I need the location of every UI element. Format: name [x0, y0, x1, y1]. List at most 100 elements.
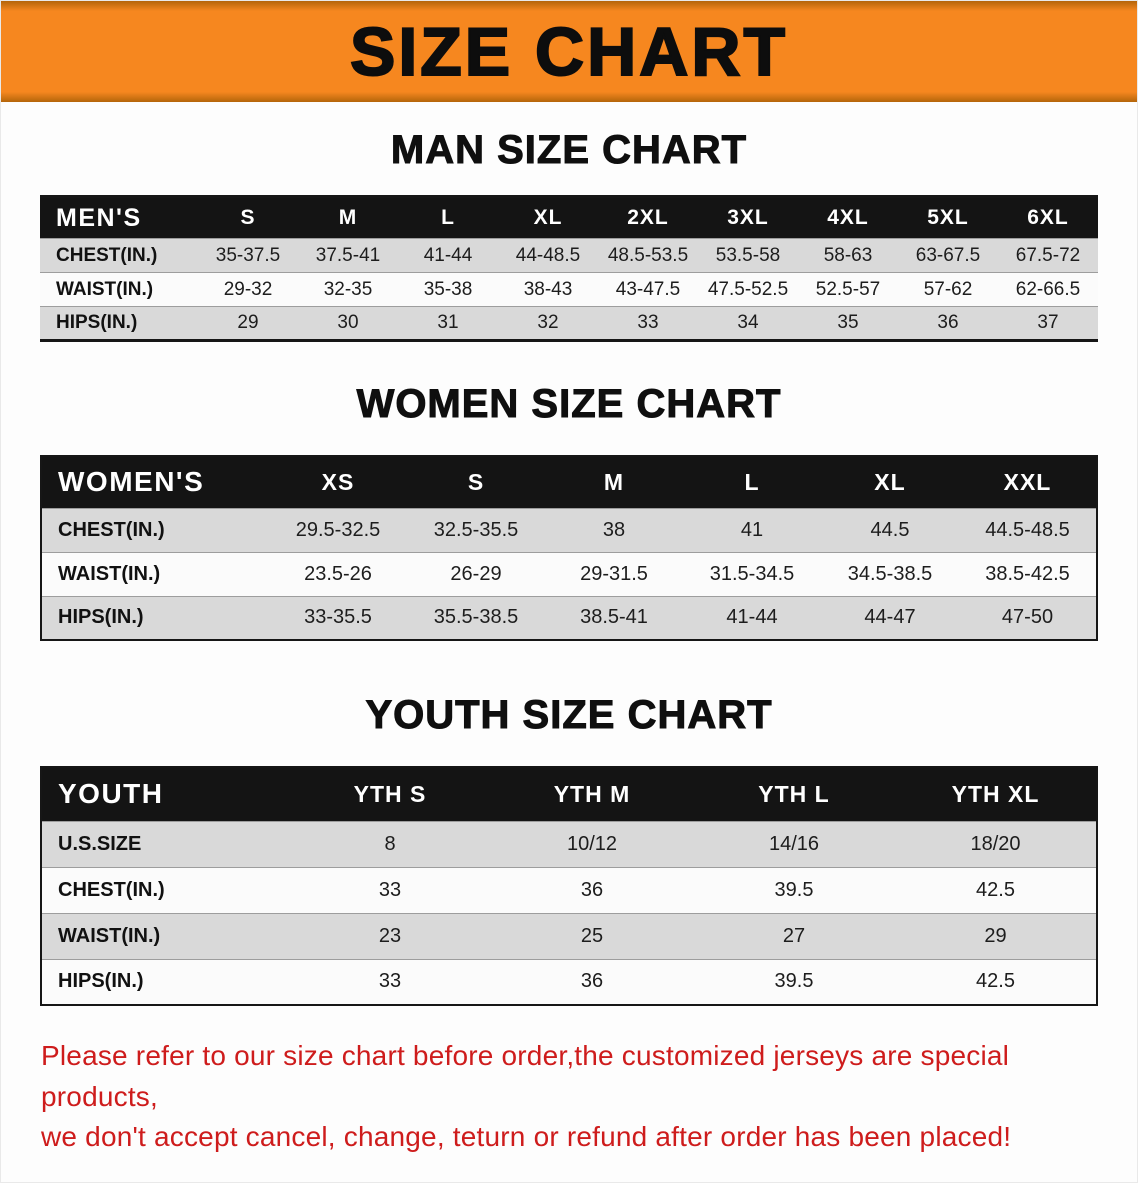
size-column-header: XXL: [1003, 468, 1052, 495]
size-value-cell: 10/12: [566, 832, 618, 855]
size-column-header: L: [744, 468, 760, 495]
size-column-header: L: [441, 206, 455, 229]
size-value-cell: 38.5-42.5: [985, 562, 1070, 585]
row-label: CHEST(IN.): [58, 518, 165, 541]
size-column-header: XL: [874, 468, 906, 495]
size-value-cell: 37: [1037, 312, 1059, 333]
table-title-cell: MEN'S: [56, 203, 142, 232]
size-value-cell: 31.5-34.5: [709, 562, 795, 585]
size-value-cell: 44-48.5: [515, 244, 581, 266]
women-size-table: WOMEN'S XS S M L XL XXL CHEST(IN.) 29.5-32.5 32.5…: [40, 455, 1098, 641]
page-title: SIZE CHART: [349, 13, 788, 90]
size-value-cell: 33: [378, 878, 402, 901]
size-value-cell: 57-62: [923, 278, 973, 300]
size-value-cell: 63-67.5: [915, 244, 981, 266]
size-value-cell: 38: [602, 518, 626, 541]
size-value-cell: 32.5-35.5: [433, 518, 519, 541]
size-column-header: XS: [321, 468, 355, 495]
size-value-cell: 67.5-72: [1015, 244, 1081, 266]
size-value-cell: 53.5-58: [715, 244, 781, 266]
table-row: WAIST(IN.) 29-32 32-35 35-38 38-43 43-47.5 47.…: [40, 272, 1098, 307]
disclaimer-line-2: we don't accept cancel, change, teturn o…: [41, 1121, 1012, 1153]
size-column-header: YTH M: [553, 780, 631, 807]
size-value-cell: 36: [937, 312, 959, 333]
size-value-cell: 33-35.5: [304, 606, 372, 629]
table-header-row: MEN'S S M L XL 2XL 3XL 4XL 5XL 6XL: [40, 196, 1098, 239]
size-value-cell: 29: [237, 312, 259, 333]
size-value-cell: 26-29: [450, 562, 502, 585]
disclaimer-line-1: Please refer to our size chart before or…: [41, 1040, 1010, 1112]
women-size-section: WOMEN SIZE CHART WOMEN'S XS S M L XL XXL CHEST(…: [1, 382, 1137, 641]
size-value-cell: 31: [437, 312, 459, 333]
size-value-cell: 62-66.5: [1015, 278, 1081, 300]
content: MAN SIZE CHART MEN'S S M L XL 2XL 3XL 4XL 5XL 6XL…: [1, 128, 1137, 1006]
size-column-header: YTH L: [758, 780, 830, 807]
row-label: HIPS(IN.): [58, 606, 144, 629]
size-value-cell: 29: [984, 924, 1007, 947]
size-value-cell: 48.5-53.5: [607, 244, 689, 266]
size-value-cell: 38.5-41: [580, 606, 648, 629]
size-value-cell: 34: [737, 312, 759, 333]
table-row: CHEST(IN.) 35-37.5 37.5-41 41-44 44-48.5 48.5…: [40, 238, 1098, 273]
size-value-cell: 29-32: [223, 278, 273, 300]
size-value-cell: 35.5-38.5: [433, 606, 519, 629]
size-value-cell: 38-43: [523, 278, 573, 300]
table-row: HIPS(IN.) 33 36 39.5 42.5: [41, 959, 1097, 1005]
size-value-cell: 39.5: [774, 878, 814, 901]
size-value-cell: 23: [378, 924, 402, 947]
size-column-header: 2XL: [627, 206, 669, 229]
table-row: WAIST(IN.) 23 25 27 29: [41, 913, 1097, 959]
size-value-cell: 8: [384, 832, 396, 855]
size-column-header: YTH XL: [951, 780, 1040, 807]
size-value-cell: 14/16: [768, 832, 820, 855]
men-size-table: MEN'S S M L XL 2XL 3XL 4XL 5XL 6XL CHEST(IN.) 35-37…: [40, 195, 1098, 342]
men-section-heading: MAN SIZE CHART: [390, 128, 748, 173]
youth-section-heading: YOUTH SIZE CHART: [365, 693, 773, 738]
size-value-cell: 44-47: [864, 606, 916, 629]
size-value-cell: 37.5-41: [315, 244, 381, 266]
row-label: HIPS(IN.): [58, 970, 144, 993]
size-column-header: 3XL: [727, 206, 769, 229]
size-value-cell: 42.5: [976, 970, 1015, 993]
size-value-cell: 32: [537, 312, 559, 333]
table-row: CHEST(IN.) 29.5-32.5 32.5-35.5 38 41 44.5 44.5…: [41, 508, 1097, 552]
size-value-cell: 43-47.5: [615, 278, 681, 300]
size-column-header: XL: [533, 206, 563, 229]
size-column-header: 6XL: [1027, 206, 1069, 229]
row-label: CHEST(IN.): [56, 244, 158, 266]
table-header-row: WOMEN'S XS S M L XL XXL: [41, 456, 1097, 508]
row-label: WAIST(IN.): [58, 924, 161, 947]
size-column-header: 5XL: [927, 206, 969, 229]
size-value-cell: 35: [837, 312, 859, 333]
disclaimer-note: Please refer to our size chart before or…: [41, 1036, 1097, 1158]
size-value-cell: 34.5-38.5: [847, 562, 933, 585]
row-label: HIPS(IN.): [56, 312, 138, 333]
row-label: WAIST(IN.): [58, 562, 161, 585]
size-value-cell: 41: [740, 518, 764, 541]
size-value-cell: 27: [782, 924, 806, 947]
row-label: U.S.SIZE: [58, 832, 142, 855]
table-row: U.S.SIZE 8 10/12 14/16 18/20: [41, 821, 1097, 867]
size-value-cell: 33: [378, 970, 402, 993]
size-value-cell: 30: [337, 312, 359, 333]
size-value-cell: 32-35: [323, 278, 373, 300]
row-label: CHEST(IN.): [58, 878, 165, 901]
size-value-cell: 29-31.5: [580, 562, 648, 585]
size-value-cell: 44.5: [870, 518, 910, 541]
size-value-cell: 29.5-32.5: [295, 518, 381, 541]
table-row: HIPS(IN.) 33-35.5 35.5-38.5 38.5-41 41-44 44-…: [41, 596, 1097, 640]
size-value-cell: 36: [580, 970, 604, 993]
table-title-cell: WOMEN'S: [58, 466, 205, 498]
size-value-cell: 18/20: [970, 832, 1021, 855]
size-value-cell: 42.5: [976, 878, 1015, 901]
size-column-header: S: [467, 468, 485, 495]
size-value-cell: 25: [580, 924, 604, 947]
size-column-header: YTH S: [353, 780, 427, 807]
size-value-cell: 41-44: [423, 244, 473, 266]
size-value-cell: 35-37.5: [215, 244, 281, 266]
size-value-cell: 47-50: [1001, 606, 1054, 629]
table-row: WAIST(IN.) 23.5-26 26-29 29-31.5 31.5-34.5 34…: [41, 552, 1097, 596]
size-value-cell: 23.5-26: [304, 562, 372, 585]
table-row: CHEST(IN.) 33 36 39.5 42.5: [41, 867, 1097, 913]
